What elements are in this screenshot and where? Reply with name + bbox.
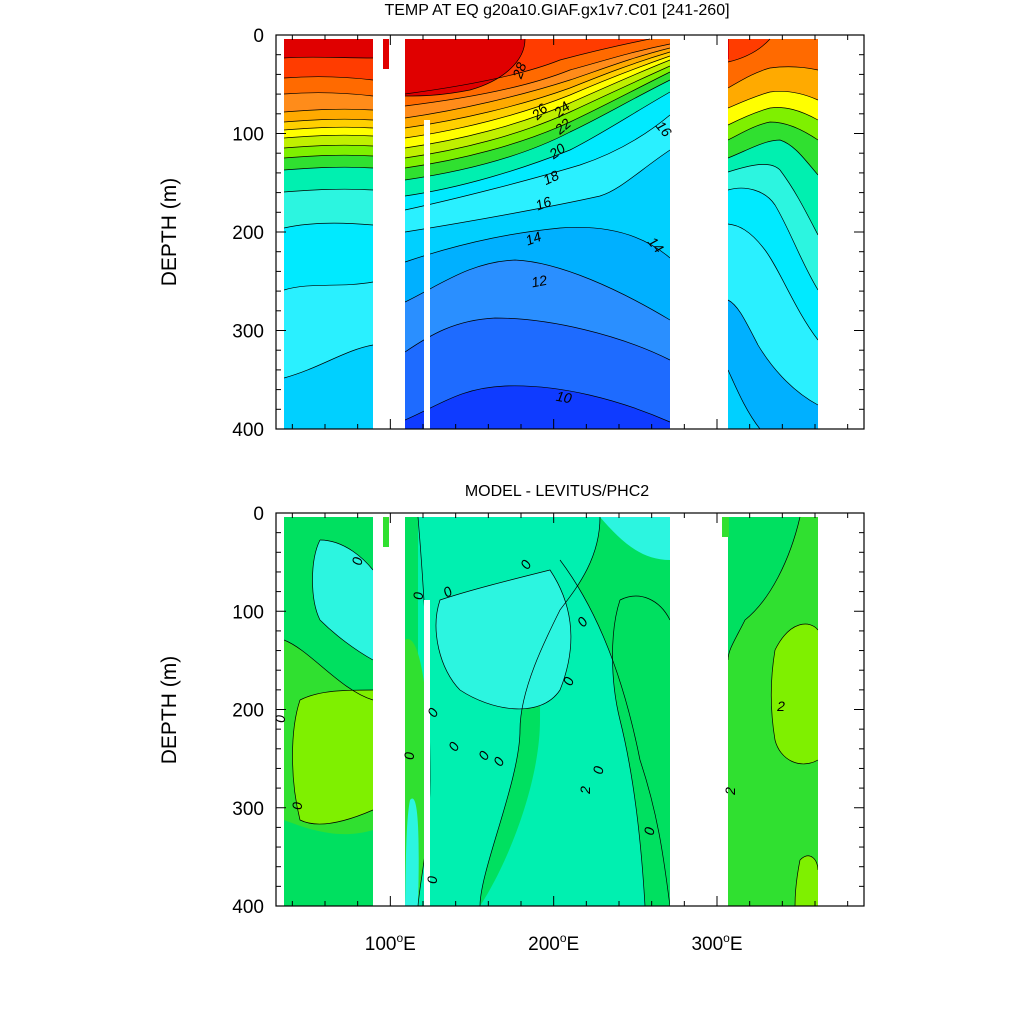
bottom-panel-title: MODEL - LEVITUS/PHC2	[465, 483, 649, 500]
contour-label: 28	[509, 60, 530, 81]
top-isolines	[283, 38, 819, 429]
contour-label: 18	[540, 167, 561, 188]
top-ticks: 0 100 200 300 400	[232, 26, 864, 441]
contour-label: 0	[401, 752, 417, 760]
x-tick-label: 100oE	[365, 931, 416, 955]
top-atlantic-band-28	[728, 39, 770, 62]
bot-pacific-lightgreen-a	[612, 596, 670, 906]
bot-indian-bottom-green	[284, 820, 373, 906]
top-y-axis-label: DEPTH (m)	[158, 178, 181, 287]
top-indian-band-28-29	[284, 39, 373, 58]
top-pacific-band-28-29	[405, 39, 525, 96]
contour-label: 0	[590, 765, 607, 776]
contour-label: 0	[641, 826, 658, 837]
top-land-americas	[670, 35, 728, 429]
bot-pacific-island-aqua	[405, 798, 419, 906]
y-tick-label: 100	[232, 125, 264, 146]
y-tick-label: 0	[253, 26, 264, 47]
x-axis-tick-labels: 100oE 200oE 300oE	[365, 931, 743, 955]
bottom-contour-plot	[276, 513, 864, 906]
contour-label: 20	[545, 140, 568, 163]
contour-label: 2	[776, 698, 785, 714]
bot-central-pacific-aqua-east	[480, 560, 670, 906]
bot-atlantic-aqua	[728, 517, 800, 660]
bot-indian-yellowgreen	[292, 690, 373, 825]
contour-label: 0	[272, 715, 288, 723]
contour-label: 0	[349, 556, 366, 567]
bot-atlantic-yellowgreen	[771, 624, 818, 764]
y-tick-label: 400	[232, 897, 264, 918]
bot-atlantic-bottom-yellowgreen	[795, 855, 818, 906]
top-small-red-island	[383, 39, 389, 69]
x-tick-label: 300oE	[691, 931, 742, 955]
bottom-y-axis-label: DEPTH (m)	[158, 656, 181, 765]
y-tick-label: 0	[253, 504, 264, 525]
contour-label: 12	[530, 272, 548, 290]
contour-label: 2	[577, 786, 593, 795]
contour-label: 0	[424, 876, 440, 884]
bot-island-strip	[424, 600, 430, 906]
contour-label: 16	[533, 193, 553, 213]
y-tick-label: 200	[232, 223, 264, 244]
bot-small-green-atlantic	[722, 517, 729, 537]
contour-label: 10	[555, 388, 573, 406]
top-island-strip	[424, 120, 430, 429]
bot-pacific-surface-cyan	[600, 517, 670, 560]
y-tick-label: 300	[232, 799, 264, 820]
top-land-indonesia	[373, 35, 405, 429]
y-tick-label: 300	[232, 322, 264, 343]
y-tick-label: 400	[232, 420, 264, 441]
top-contour-plot	[276, 35, 864, 429]
contour-label: 0	[410, 592, 426, 600]
contour-label: 0	[289, 802, 305, 810]
contour-label: 2	[722, 787, 738, 796]
bot-land-americas	[670, 513, 728, 906]
bot-small-green-island	[383, 517, 389, 547]
y-tick-label: 200	[232, 701, 264, 722]
x-tick-label: 200oE	[528, 931, 579, 955]
bot-land-indonesia	[373, 513, 405, 906]
contour-label: 14	[523, 228, 543, 248]
y-tick-label: 100	[232, 602, 264, 623]
top-panel-title: TEMP AT EQ g20a10.GIAF.gx1v7.C01 [241-26…	[384, 2, 729, 19]
bot-central-pacific-cyan	[436, 570, 571, 709]
bot-indian-aqua-top	[312, 540, 373, 660]
